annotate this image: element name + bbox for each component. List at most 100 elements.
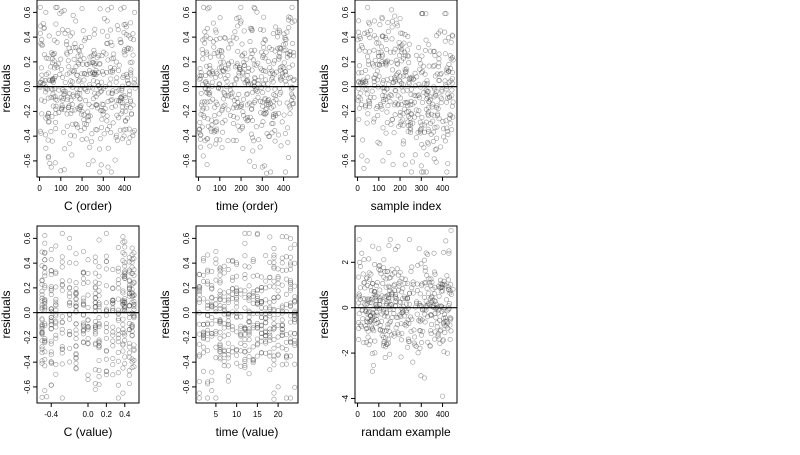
data-point xyxy=(210,96,216,102)
data-point xyxy=(115,349,121,355)
data-point xyxy=(434,103,440,109)
data-point xyxy=(83,98,89,104)
data-point xyxy=(68,110,74,116)
data-point xyxy=(449,69,455,75)
data-point xyxy=(449,103,455,109)
data-point xyxy=(197,66,203,72)
data-point xyxy=(400,73,406,79)
data-point xyxy=(395,101,401,107)
x-tick-label: 0 xyxy=(196,184,201,193)
data-point xyxy=(87,144,93,150)
data-point xyxy=(435,111,441,117)
data-point xyxy=(279,119,285,125)
data-point xyxy=(400,309,406,315)
data-point xyxy=(42,132,48,138)
data-point xyxy=(78,44,84,50)
data-point xyxy=(50,103,56,109)
data-point xyxy=(118,111,124,117)
y-tick-label: -0.4 xyxy=(182,355,191,369)
data-point xyxy=(387,287,393,293)
data-point xyxy=(73,336,79,342)
data-point xyxy=(81,38,87,44)
data-point xyxy=(449,54,455,60)
data-point xyxy=(126,327,132,333)
data-point xyxy=(368,288,374,294)
data-point xyxy=(406,237,412,243)
data-point xyxy=(242,275,248,281)
data-point xyxy=(217,320,223,326)
data-point xyxy=(392,46,398,52)
data-point xyxy=(73,286,79,292)
data-point xyxy=(48,286,54,292)
data-point xyxy=(269,47,275,53)
data-point xyxy=(446,287,452,293)
y-axis: -4-202 xyxy=(341,260,355,402)
data-point xyxy=(53,324,59,330)
data-point xyxy=(132,85,138,91)
data-point xyxy=(79,137,85,143)
data-point xyxy=(377,287,383,293)
data-point xyxy=(367,28,373,34)
data-point xyxy=(42,305,48,311)
data-point xyxy=(377,302,383,308)
data-point xyxy=(384,268,390,274)
data-point xyxy=(126,278,132,284)
data-point xyxy=(110,332,116,338)
data-point xyxy=(229,82,235,88)
data-point xyxy=(225,72,231,78)
data-point xyxy=(39,344,45,350)
data-point xyxy=(123,108,129,114)
data-point xyxy=(254,88,260,94)
data-point xyxy=(267,326,273,332)
data-point xyxy=(250,311,256,317)
data-point xyxy=(396,283,402,289)
data-point xyxy=(423,280,429,286)
data-point xyxy=(250,57,256,63)
data-point xyxy=(250,290,256,296)
data-point xyxy=(70,92,76,98)
data-point xyxy=(128,67,134,73)
data-point xyxy=(209,369,215,375)
y-axis-label: residuals xyxy=(317,64,331,112)
data-point xyxy=(233,105,239,111)
data-point xyxy=(207,54,213,60)
data-point xyxy=(42,338,48,344)
data-point xyxy=(275,351,281,357)
data-point xyxy=(357,36,363,42)
data-point xyxy=(127,135,133,141)
data-point xyxy=(120,234,126,240)
data-point xyxy=(41,25,47,31)
data-point xyxy=(129,286,135,292)
data-point xyxy=(423,169,429,175)
data-point xyxy=(419,317,425,323)
data-point xyxy=(364,275,370,281)
data-point xyxy=(421,89,427,95)
data-point xyxy=(242,365,248,371)
data-point xyxy=(284,100,290,106)
data-point xyxy=(390,162,396,168)
data-point xyxy=(419,169,425,175)
data-point xyxy=(238,363,244,369)
x-tick-label: 300 xyxy=(415,184,429,193)
data-point xyxy=(408,76,414,82)
data-point xyxy=(286,64,292,70)
data-point xyxy=(398,314,404,320)
data-point xyxy=(42,264,48,270)
data-point xyxy=(39,394,45,400)
data-point xyxy=(200,296,206,302)
data-point xyxy=(103,266,109,272)
data-point xyxy=(240,70,246,76)
x-tick-label: 200 xyxy=(393,410,407,419)
data-point xyxy=(221,290,227,296)
data-point xyxy=(217,341,223,347)
data-point xyxy=(245,115,251,121)
data-point xyxy=(206,70,212,76)
data-point xyxy=(67,328,73,334)
data-point xyxy=(112,157,118,163)
data-point xyxy=(74,72,80,78)
data-point xyxy=(241,28,247,34)
data-point xyxy=(254,294,260,300)
data-point xyxy=(252,6,258,12)
data-point xyxy=(53,62,59,68)
data-point xyxy=(374,40,380,46)
